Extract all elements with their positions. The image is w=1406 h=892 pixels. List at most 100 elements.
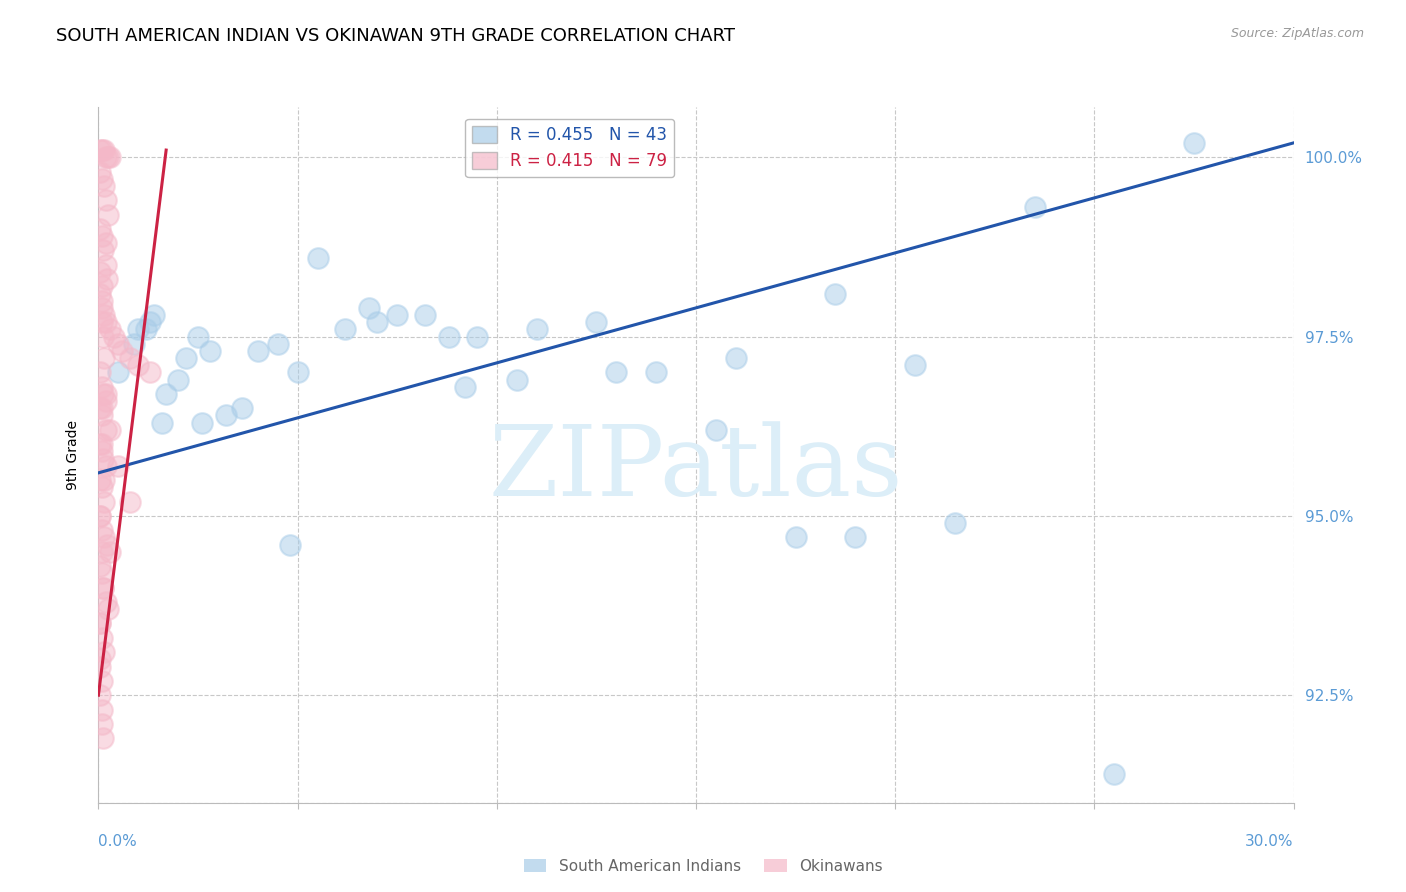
- Point: [215, 409, 238, 423]
- Point: [89, 559, 111, 574]
- Point: [89, 164, 111, 178]
- Point: [93, 645, 115, 659]
- Point: [465, 329, 488, 343]
- Point: [96, 423, 118, 437]
- Point: [90, 293, 112, 308]
- Point: [107, 366, 129, 380]
- Point: [90, 631, 112, 645]
- Point: [91, 315, 114, 329]
- Point: [385, 308, 409, 322]
- Point: [91, 480, 114, 494]
- Point: [94, 458, 117, 473]
- Point: [89, 659, 111, 673]
- Point: [96, 272, 118, 286]
- Point: [96, 315, 118, 329]
- Point: [150, 416, 173, 430]
- Point: [139, 315, 162, 329]
- Point: [90, 545, 112, 559]
- Point: [90, 444, 112, 458]
- Point: [91, 301, 114, 315]
- Point: [91, 581, 114, 595]
- Point: [89, 437, 111, 451]
- Point: [93, 178, 115, 193]
- Point: [89, 508, 111, 523]
- Point: [98, 545, 122, 559]
- Point: [98, 423, 122, 437]
- Point: [120, 351, 142, 365]
- Point: [96, 150, 118, 164]
- Point: [89, 265, 111, 279]
- Point: [335, 322, 357, 336]
- Point: [143, 308, 166, 322]
- Point: [89, 616, 111, 631]
- Text: 30.0%: 30.0%: [1246, 834, 1294, 849]
- Point: [724, 351, 747, 365]
- Point: [97, 602, 120, 616]
- Point: [103, 329, 125, 343]
- Point: [98, 150, 122, 164]
- Text: ZIPatlas: ZIPatlas: [489, 421, 903, 516]
- Point: [90, 229, 112, 244]
- Point: [645, 366, 668, 380]
- Point: [89, 222, 111, 236]
- Point: [246, 343, 269, 358]
- Point: [127, 322, 149, 336]
- Point: [111, 343, 134, 358]
- Point: [198, 343, 221, 358]
- Point: [90, 702, 112, 716]
- Point: [93, 143, 115, 157]
- Point: [267, 336, 290, 351]
- Point: [94, 595, 117, 609]
- Point: [96, 387, 118, 401]
- Point: [96, 194, 118, 208]
- Point: [844, 530, 866, 544]
- Point: [91, 171, 114, 186]
- Point: [90, 380, 112, 394]
- Point: [135, 322, 157, 336]
- Point: [93, 308, 115, 322]
- Point: [89, 652, 111, 666]
- Point: [506, 373, 529, 387]
- Point: [127, 358, 149, 372]
- Point: [91, 244, 114, 258]
- Point: [91, 581, 114, 595]
- Point: [93, 494, 115, 508]
- Point: [98, 322, 122, 336]
- Point: [97, 150, 120, 164]
- Point: [824, 286, 846, 301]
- Point: [94, 394, 117, 409]
- Point: [155, 387, 177, 401]
- Point: [97, 208, 120, 222]
- Point: [91, 387, 114, 401]
- Legend: R = 0.455   N = 43, R = 0.415   N = 79: R = 0.455 N = 43, R = 0.415 N = 79: [465, 119, 673, 177]
- Point: [231, 401, 253, 416]
- Point: [278, 538, 301, 552]
- Point: [91, 451, 114, 466]
- Point: [1024, 201, 1046, 215]
- Point: [91, 673, 114, 688]
- Point: [93, 351, 115, 365]
- Point: [93, 473, 115, 487]
- Point: [187, 329, 209, 343]
- Point: [585, 315, 607, 329]
- Point: [96, 236, 118, 251]
- Point: [359, 301, 381, 315]
- Point: [454, 380, 477, 394]
- Point: [139, 366, 162, 380]
- Point: [89, 616, 111, 631]
- Point: [307, 251, 329, 265]
- Point: [107, 336, 129, 351]
- Text: 0.0%: 0.0%: [98, 834, 138, 849]
- Point: [96, 538, 118, 552]
- Point: [191, 416, 214, 430]
- Y-axis label: 9th Grade: 9th Grade: [66, 420, 80, 490]
- Point: [89, 143, 111, 157]
- Point: [91, 717, 114, 731]
- Point: [904, 358, 927, 372]
- Text: Source: ZipAtlas.com: Source: ZipAtlas.com: [1230, 27, 1364, 40]
- Point: [605, 366, 627, 380]
- Point: [124, 336, 146, 351]
- Point: [704, 423, 727, 437]
- Point: [90, 401, 112, 416]
- Point: [89, 366, 111, 380]
